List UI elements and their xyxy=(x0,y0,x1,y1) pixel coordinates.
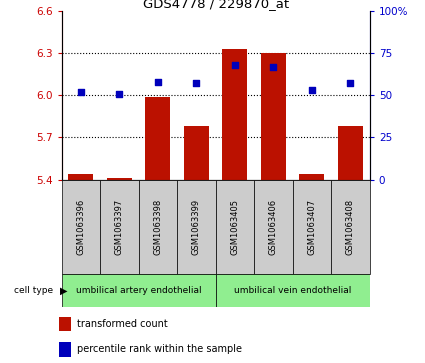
Bar xyxy=(184,126,209,180)
Bar xyxy=(338,126,363,180)
Point xyxy=(270,64,277,69)
Bar xyxy=(100,180,139,274)
Point xyxy=(232,62,238,68)
Text: GSM1063407: GSM1063407 xyxy=(307,199,317,255)
Point xyxy=(193,81,200,86)
Bar xyxy=(215,180,254,274)
Bar xyxy=(215,274,370,307)
Text: cell type: cell type xyxy=(14,286,53,295)
Point xyxy=(155,79,162,85)
Bar xyxy=(107,178,132,180)
Bar xyxy=(62,274,215,307)
Bar xyxy=(60,342,71,357)
Bar xyxy=(293,180,331,274)
Bar xyxy=(261,53,286,180)
Point xyxy=(309,87,315,93)
Text: GSM1063396: GSM1063396 xyxy=(76,199,85,255)
Text: GSM1063405: GSM1063405 xyxy=(230,199,239,255)
Text: GSM1063399: GSM1063399 xyxy=(192,199,201,255)
Text: GSM1063397: GSM1063397 xyxy=(115,199,124,255)
Text: umbilical artery endothelial: umbilical artery endothelial xyxy=(76,286,201,295)
Title: GDS4778 / 229870_at: GDS4778 / 229870_at xyxy=(143,0,289,10)
Bar xyxy=(145,97,170,180)
Text: umbilical vein endothelial: umbilical vein endothelial xyxy=(234,286,351,295)
Point xyxy=(116,91,123,97)
Text: GSM1063408: GSM1063408 xyxy=(346,199,355,255)
Text: GSM1063406: GSM1063406 xyxy=(269,199,278,255)
Bar xyxy=(331,180,370,274)
Bar xyxy=(177,180,215,274)
Text: transformed count: transformed count xyxy=(77,319,167,329)
Bar xyxy=(60,317,71,331)
Text: percentile rank within the sample: percentile rank within the sample xyxy=(77,344,242,354)
Bar xyxy=(222,49,247,180)
Bar xyxy=(139,180,177,274)
Point xyxy=(77,89,84,95)
Bar xyxy=(254,180,293,274)
Bar xyxy=(68,174,94,180)
Bar xyxy=(62,180,100,274)
Point xyxy=(347,81,354,86)
Text: GSM1063398: GSM1063398 xyxy=(153,199,162,255)
Bar xyxy=(300,174,325,180)
Text: ▶: ▶ xyxy=(60,285,67,295)
